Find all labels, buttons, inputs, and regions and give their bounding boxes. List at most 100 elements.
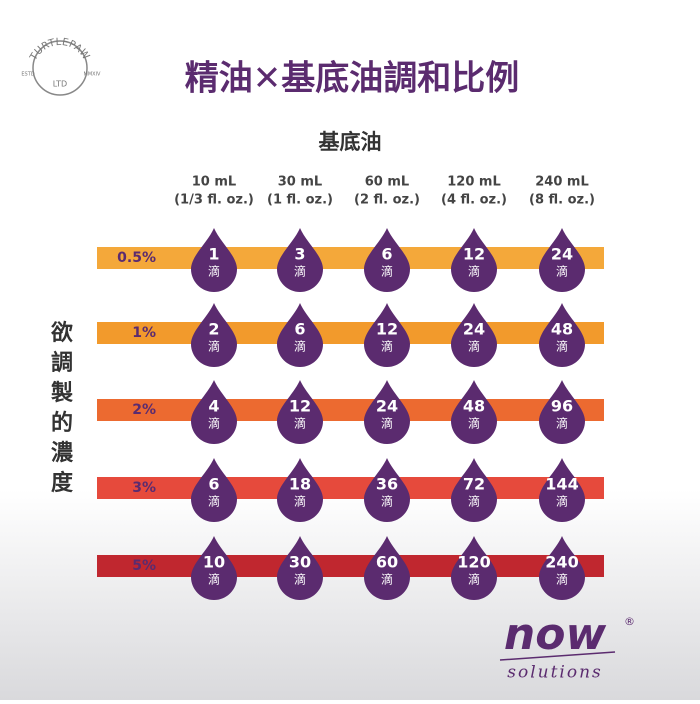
drop-count: 6	[208, 475, 219, 494]
drop-unit: 滴	[556, 264, 568, 279]
column-volume: 10 mL	[192, 175, 236, 190]
drop	[451, 380, 497, 444]
row-bar	[97, 555, 604, 577]
drop	[364, 458, 410, 522]
row-bar	[97, 399, 604, 421]
row-label: 3%	[132, 480, 156, 496]
drop	[191, 228, 237, 292]
drop-count: 30	[289, 553, 311, 572]
drop	[191, 380, 237, 444]
drop-count: 3	[294, 245, 305, 264]
brand: now ® solutions	[499, 609, 635, 683]
drop-count: 12	[376, 320, 398, 339]
drop-unit: 滴	[294, 339, 306, 354]
drop	[277, 536, 323, 600]
row-header-char: 度	[51, 470, 74, 496]
drop	[364, 536, 410, 600]
drop	[539, 228, 585, 292]
drop	[364, 228, 410, 292]
drop-count: 24	[551, 245, 573, 264]
column-volume: 240 mL	[535, 175, 589, 190]
row-bar	[97, 247, 604, 269]
drop	[539, 380, 585, 444]
drop-unit: 滴	[468, 494, 480, 509]
drop-unit: 滴	[556, 339, 568, 354]
drop-count: 240	[545, 553, 578, 572]
drop	[277, 303, 323, 367]
drop-count: 6	[381, 245, 392, 264]
brand-mark: ®	[624, 615, 635, 628]
row-header-char: 欲	[50, 320, 73, 346]
drop	[191, 303, 237, 367]
drop-unit: 滴	[556, 572, 568, 587]
drop-unit: 滴	[381, 264, 393, 279]
drop-unit: 滴	[381, 416, 393, 431]
drop-unit: 滴	[556, 494, 568, 509]
drop-unit: 滴	[381, 339, 393, 354]
column-ounces: (8 fl. oz.)	[529, 193, 595, 208]
drop-count: 144	[545, 475, 578, 494]
column-volume: 120 mL	[447, 175, 501, 190]
drop-unit: 滴	[208, 494, 220, 509]
drop-unit: 滴	[208, 339, 220, 354]
drop-unit: 滴	[468, 572, 480, 587]
title: 精油✕基底油調和比例	[185, 59, 520, 99]
drop	[539, 536, 585, 600]
drop-unit: 滴	[208, 416, 220, 431]
drop	[364, 303, 410, 367]
drop-count: 120	[457, 553, 490, 572]
drop-unit: 滴	[294, 494, 306, 509]
drop-count: 4	[208, 397, 219, 416]
logo-right: MMXIV	[84, 72, 102, 78]
logo-suffix: LTD	[53, 80, 67, 89]
drop	[364, 380, 410, 444]
drop	[277, 228, 323, 292]
drop-count: 24	[463, 320, 485, 339]
row-label: 5%	[132, 558, 156, 574]
drop	[191, 536, 237, 600]
drop-count: 12	[289, 397, 311, 416]
row-label: 2%	[132, 402, 156, 418]
drop	[451, 536, 497, 600]
drop-count: 6	[294, 320, 305, 339]
row-header-char: 調	[51, 350, 73, 376]
column-header: 基底油	[319, 130, 382, 154]
drop-unit: 滴	[556, 416, 568, 431]
drop-count: 12	[463, 245, 485, 264]
row-header-char: 的	[51, 410, 73, 436]
drop	[277, 380, 323, 444]
brand-name: now	[504, 609, 607, 660]
column-volume: 60 mL	[365, 175, 409, 190]
drop-count: 72	[463, 475, 485, 494]
drop	[539, 458, 585, 522]
drop-unit: 滴	[468, 264, 480, 279]
drop-count: 10	[203, 553, 225, 572]
table: 10 mL (1/3 fl. oz.) 30 mL (1 fl. oz.) 60 mL (…	[50, 175, 604, 600]
drop-unit: 滴	[468, 416, 480, 431]
drop-unit: 滴	[381, 572, 393, 587]
column-volume: 30 mL	[278, 175, 322, 190]
logo-ring	[32, 40, 88, 96]
drop-count: 18	[289, 475, 311, 494]
drop-unit: 滴	[381, 494, 393, 509]
drop-unit: 滴	[294, 572, 306, 587]
row-header-char: 濃	[51, 441, 74, 466]
drop-count: 96	[551, 397, 573, 416]
logo-left: ESTD	[21, 72, 34, 78]
drop-count: 48	[463, 397, 485, 416]
drop-unit: 滴	[294, 416, 306, 431]
drop-unit: 滴	[468, 339, 480, 354]
drop-unit: 滴	[294, 264, 306, 279]
column-ounces: (2 fl. oz.)	[354, 193, 420, 208]
row-header-char: 製	[50, 380, 73, 406]
row-bar	[97, 322, 604, 344]
drop-count: 36	[376, 475, 398, 494]
drop-unit: 滴	[208, 572, 220, 587]
drop-unit: 滴	[208, 264, 220, 279]
drop	[451, 458, 497, 522]
drop	[191, 458, 237, 522]
drop	[451, 303, 497, 367]
drop	[539, 303, 585, 367]
column-ounces: (1 fl. oz.)	[267, 193, 333, 208]
